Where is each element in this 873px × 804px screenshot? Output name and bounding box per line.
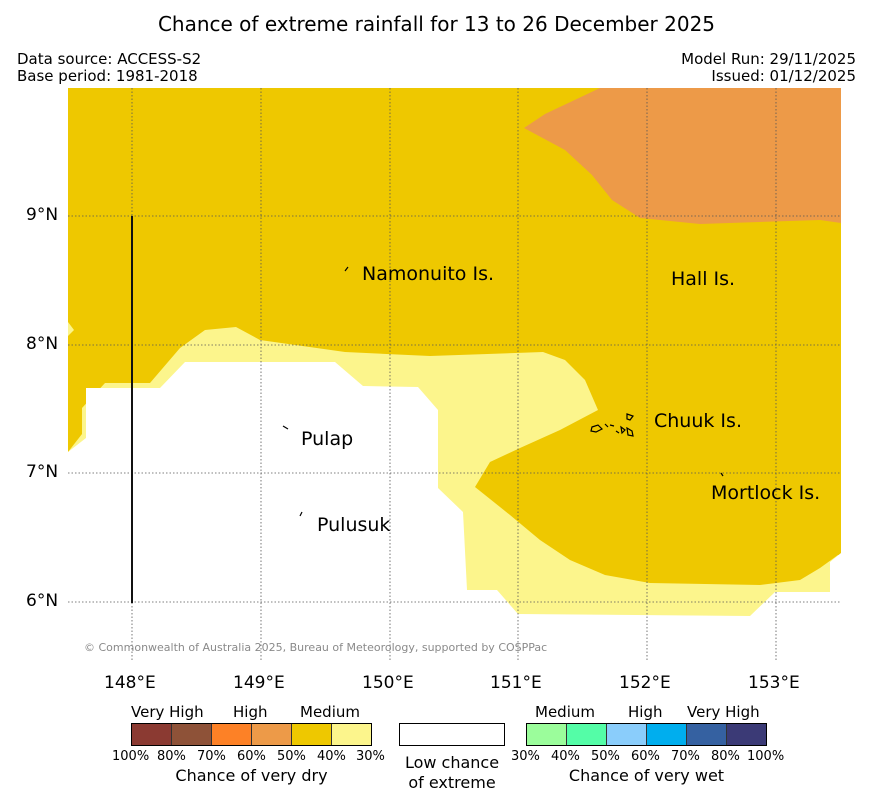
model-run-label: Model Run: 29/11/2025 — [681, 50, 856, 68]
chuuk-label: Chuuk Is. — [654, 410, 742, 432]
data-source-label: Data source: ACCESS-S2 — [17, 50, 202, 68]
namonuito-label: Namonuito Is. — [362, 263, 495, 285]
dry-swatch-100-80 — [132, 724, 172, 745]
dry-tick-30: 30% — [356, 749, 385, 764]
lon-label-151e: 151°E — [490, 673, 542, 693]
island-outlines — [282, 266, 724, 517]
pulusuk-island-shape — [299, 511, 303, 517]
hall-label: Hall Is. — [671, 268, 736, 290]
lon-label-148e: 148°E — [104, 673, 156, 693]
wet-swatch-70-80 — [687, 724, 727, 745]
dry-heading-high: High — [233, 703, 268, 721]
dry-tick-40: 40% — [317, 749, 346, 764]
wet-heading-high: High — [628, 703, 663, 721]
dry-swatch-60-50 — [252, 724, 292, 745]
pulusuk-label: Pulusuk — [317, 514, 391, 536]
low-chance-caption-line2: of extreme — [408, 773, 496, 792]
dry-swatch-40-30 — [332, 724, 371, 745]
map-title: Chance of extreme rainfall for 13 to 26 … — [157, 12, 716, 36]
dry-heading-medium: Medium — [300, 703, 360, 721]
wet-swatch-40-50 — [567, 724, 607, 745]
wet-heading-medium: Medium — [535, 703, 595, 721]
pulap-island-shape — [282, 425, 289, 430]
wet-tick-80: 80% — [711, 749, 740, 764]
low-chance-region — [68, 362, 841, 662]
wet-swatch-30-40 — [527, 724, 567, 745]
lat-label-6n: 6°N — [26, 591, 59, 611]
dry-swatch-70-60 — [212, 724, 252, 745]
low-chance-caption-line1: Low chance — [404, 753, 500, 772]
wet-colorbar — [526, 723, 767, 746]
wet-swatch-60-70 — [647, 724, 687, 745]
wet-tick-70: 70% — [671, 749, 700, 764]
dry-tick-70: 70% — [197, 749, 226, 764]
copyright-notice: © Commonwealth of Australia 2025, Bureau… — [84, 641, 548, 654]
lon-label-149e: 149°E — [233, 673, 285, 693]
namonuito-island-shape — [344, 266, 349, 272]
wet-swatch-80-100 — [727, 724, 766, 745]
chuuk-island-shape — [590, 413, 634, 437]
lon-label-153e: 153°E — [748, 673, 800, 693]
dry-tick-80: 80% — [157, 749, 186, 764]
lat-label-7n: 7°N — [26, 462, 59, 482]
base-period-label: Base period: 1981-2018 — [17, 67, 198, 85]
lon-label-152e: 152°E — [619, 673, 671, 693]
lat-label-8n: 8°N — [26, 334, 59, 354]
dry-heading-very-high: Very High — [131, 703, 204, 721]
pulap-label: Pulap — [301, 428, 354, 450]
issued-label: Issued: 01/12/2025 — [711, 67, 856, 85]
dry-50-60-region — [524, 88, 841, 224]
dry-swatch-50-40 — [292, 724, 332, 745]
wet-tick-50: 50% — [591, 749, 620, 764]
mortlock-island-shape — [720, 472, 724, 477]
dry-swatch-80-70 — [172, 724, 212, 745]
lon-label-150e: 150°E — [362, 673, 414, 693]
lat-label-9n: 9°N — [26, 205, 59, 225]
wet-tick-100: 100% — [747, 749, 785, 764]
wet-tick-40: 40% — [551, 749, 580, 764]
wet-heading-very-high: Very High — [687, 703, 760, 721]
dry-tick-100: 100% — [112, 749, 150, 764]
low-chance-swatch — [399, 723, 505, 746]
dry-colorbar — [131, 723, 372, 746]
dry-caption: Chance of very dry — [175, 766, 328, 785]
wet-tick-60: 60% — [631, 749, 660, 764]
wet-tick-30: 30% — [511, 749, 540, 764]
wet-swatch-50-60 — [607, 724, 647, 745]
dry-tick-60: 60% — [237, 749, 266, 764]
wet-caption: Chance of very wet — [568, 766, 725, 785]
dry-tick-50: 50% — [277, 749, 306, 764]
mortlock-label: Mortlock Is. — [711, 482, 821, 504]
